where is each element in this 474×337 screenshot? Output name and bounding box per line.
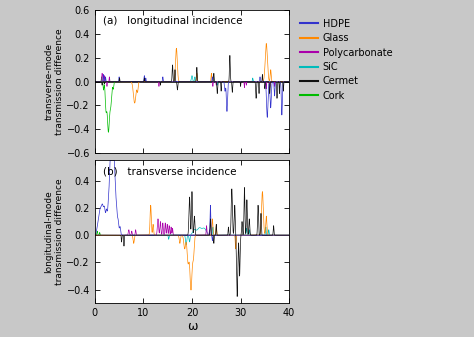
Cermet [194, 68, 200, 72]
Text: (a)   longitudinal incidence: (a) longitudinal incidence [102, 16, 242, 26]
Cermet [286, 80, 292, 84]
Polycarbonate [210, 84, 216, 88]
HDPE [121, 80, 127, 84]
SiC [102, 80, 108, 84]
HDPE [210, 79, 216, 83]
Y-axis label: transverse-mode
transmission difference: transverse-mode transmission difference [44, 28, 64, 135]
HDPE [191, 80, 197, 84]
SiC [286, 80, 292, 84]
Line: Cork: Cork [95, 77, 289, 132]
SiC [191, 78, 197, 82]
HDPE [100, 72, 106, 76]
Cork [142, 80, 148, 84]
Polycarbonate [191, 80, 197, 84]
Cork [121, 80, 127, 84]
SiC [194, 80, 200, 84]
Cork [102, 91, 108, 95]
HDPE [92, 80, 98, 84]
Glass [286, 80, 292, 84]
Cork [99, 75, 104, 79]
Glass [132, 101, 137, 105]
Glass [92, 80, 98, 84]
Glass [191, 80, 197, 84]
Glass [210, 80, 216, 84]
X-axis label: ω: ω [187, 319, 197, 333]
Cork [191, 80, 197, 84]
Legend: HDPE, Glass, Polycarbonate, SiC, Cermet, Cork: HDPE, Glass, Polycarbonate, SiC, Cermet,… [296, 15, 396, 104]
SiC [210, 80, 216, 84]
SiC [214, 83, 220, 87]
Polycarbonate [194, 80, 200, 84]
SiC [121, 80, 127, 84]
Cermet [142, 80, 148, 84]
Polycarbonate [92, 80, 98, 84]
Line: HDPE: HDPE [95, 74, 289, 117]
HDPE [142, 79, 148, 83]
Cork [92, 80, 98, 84]
Cork [210, 80, 216, 84]
Cermet [210, 80, 216, 84]
Line: Glass: Glass [95, 43, 289, 103]
SiC [189, 74, 195, 78]
HDPE [194, 80, 200, 84]
Glass [194, 73, 200, 77]
Y-axis label: longitudinal-mode
transmission difference: longitudinal-mode transmission differenc… [44, 179, 64, 285]
Cermet [121, 80, 127, 84]
Line: Cermet: Cermet [95, 55, 289, 98]
Cermet [92, 80, 98, 84]
Polycarbonate [142, 80, 148, 84]
Cork [194, 80, 200, 84]
Glass [121, 80, 127, 84]
Cork [286, 80, 292, 84]
Cermet [274, 96, 280, 100]
Polycarbonate [121, 80, 127, 84]
HDPE [102, 79, 108, 83]
Line: Polycarbonate: Polycarbonate [95, 73, 289, 89]
Glass [142, 80, 148, 84]
Cermet [191, 80, 197, 84]
SiC [92, 80, 98, 84]
Glass [264, 41, 269, 45]
Polycarbonate [286, 80, 292, 84]
Polycarbonate [102, 79, 108, 83]
Glass [102, 80, 108, 84]
HDPE [264, 115, 270, 119]
Cermet [227, 53, 233, 57]
Line: SiC: SiC [95, 76, 289, 85]
SiC [142, 80, 148, 84]
Polycarbonate [264, 87, 269, 91]
Cermet [102, 80, 108, 84]
Cork [106, 130, 111, 134]
Text: (b)   transverse incidence: (b) transverse incidence [102, 166, 236, 176]
Polycarbonate [99, 71, 105, 75]
HDPE [286, 80, 292, 84]
